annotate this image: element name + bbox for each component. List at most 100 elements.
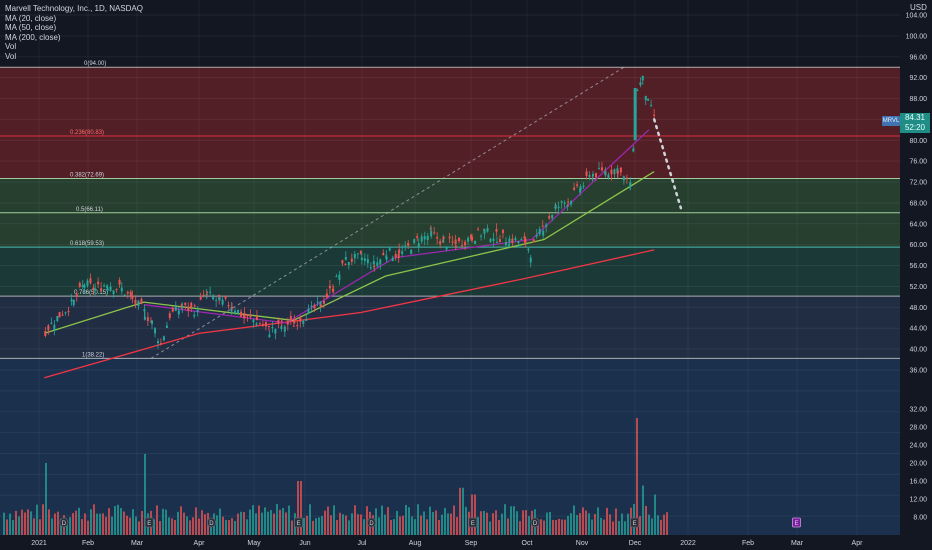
- candle-body: [218, 297, 221, 301]
- volume-bar: [492, 513, 494, 535]
- volume-bar: [300, 481, 302, 535]
- volume-bar: [87, 520, 89, 535]
- candle-body: [184, 302, 187, 305]
- volume-bar: [489, 521, 491, 535]
- candle-body: [126, 291, 129, 294]
- volume-bar: [3, 512, 5, 535]
- volume-bar: [318, 517, 320, 535]
- volume-bar: [273, 513, 275, 535]
- volume-bar: [279, 509, 281, 535]
- volume-bar: [420, 515, 422, 535]
- volume-bar: [624, 521, 626, 535]
- time-tick-label: Jul: [358, 540, 367, 547]
- candle-body: [527, 248, 530, 251]
- event-marker-earnings: [468, 517, 478, 528]
- time-tick-label: Apr: [852, 540, 864, 547]
- candle-body: [410, 249, 413, 255]
- legend-ma50[interactable]: MA (50, close): [5, 23, 57, 33]
- candle-body: [647, 98, 650, 101]
- time-tick-label: Apr: [194, 540, 206, 547]
- candle-body: [650, 104, 653, 106]
- volume-bar: [162, 508, 164, 535]
- volume-bar: [474, 494, 476, 535]
- candle-body: [344, 263, 347, 265]
- fib-zone: [0, 358, 900, 535]
- volume-bar: [42, 504, 44, 535]
- candle-body: [202, 294, 205, 296]
- candle-body: [470, 234, 473, 240]
- candle-body: [366, 259, 369, 264]
- legend-volume[interactable]: Vol: [5, 42, 17, 52]
- volume-tick-label: 8.00: [913, 515, 927, 522]
- candle-body: [347, 261, 350, 266]
- candle-body: [338, 274, 341, 280]
- candle-body: [477, 229, 480, 231]
- volume-bar: [426, 519, 428, 535]
- volume-bar: [183, 512, 185, 535]
- candle-body: [542, 230, 545, 236]
- candle-body: [524, 238, 527, 244]
- candle-body: [398, 249, 401, 253]
- volume-bar: [585, 510, 587, 535]
- legend-volume-2[interactable]: Vol: [5, 51, 17, 61]
- volume-bar: [654, 494, 656, 535]
- candle-body: [401, 251, 404, 255]
- price-tick-label: 76.00: [909, 159, 927, 166]
- candle-body: [81, 284, 84, 288]
- candle-body: [252, 319, 255, 323]
- time-tick-label: 2021: [31, 540, 47, 547]
- candle-body: [382, 252, 385, 256]
- candle-body: [582, 185, 585, 187]
- price-tick-label: 44.00: [909, 326, 927, 333]
- volume-bar: [486, 512, 488, 535]
- candle-body: [464, 241, 467, 246]
- candle-body: [261, 324, 264, 326]
- legend-symbol[interactable]: Marvell Technology, Inc., 1D, NASDAQ: [5, 4, 143, 13]
- volume-bar: [498, 519, 500, 535]
- candle-body: [120, 287, 123, 292]
- volume-bar: [651, 518, 653, 535]
- fib-level-label: 0.618(59.53): [70, 241, 104, 247]
- volume-bar: [243, 511, 245, 535]
- bar-countdown: 52:20: [904, 123, 926, 132]
- volume-bar: [120, 508, 122, 535]
- volume-bar: [102, 513, 104, 535]
- volume-bar: [15, 510, 17, 535]
- volume-bar: [315, 518, 317, 535]
- candle-body: [44, 330, 47, 336]
- candle-body: [498, 239, 501, 242]
- candle-body: [224, 295, 227, 299]
- candle-body: [451, 241, 454, 243]
- volume-bar: [417, 504, 419, 535]
- time-tick-label: Feb: [742, 540, 754, 547]
- volume-bar: [588, 513, 590, 535]
- candle-body: [289, 315, 292, 321]
- volume-bar: [69, 517, 71, 535]
- volume-bar: [189, 520, 191, 535]
- volume-bar: [357, 514, 359, 535]
- price-tick-label: 104.00: [906, 13, 928, 20]
- candle-body: [507, 244, 510, 248]
- candle-body: [199, 297, 202, 300]
- volume-bar: [564, 519, 566, 535]
- last-price-badge: 84.31 52:20: [900, 113, 930, 133]
- volume-bar: [252, 505, 254, 535]
- legend-ma20[interactable]: MA (20, close): [5, 13, 57, 23]
- candle-body: [53, 324, 56, 330]
- candle-body: [61, 314, 64, 316]
- candle-body: [205, 294, 208, 298]
- volume-tick-label: 12.00: [909, 497, 927, 504]
- price-tick-label: 92.00: [909, 75, 927, 82]
- volume-bar: [351, 513, 353, 535]
- candle-body: [267, 325, 270, 327]
- candle-body: [423, 236, 426, 240]
- volume-bar: [36, 504, 38, 535]
- candle-body: [168, 313, 171, 318]
- legend-ma200[interactable]: MA (200, close): [5, 32, 61, 42]
- volume-bar: [24, 512, 26, 535]
- candle-body: [310, 305, 313, 308]
- volume-bar: [78, 507, 80, 535]
- candle-body: [417, 243, 420, 247]
